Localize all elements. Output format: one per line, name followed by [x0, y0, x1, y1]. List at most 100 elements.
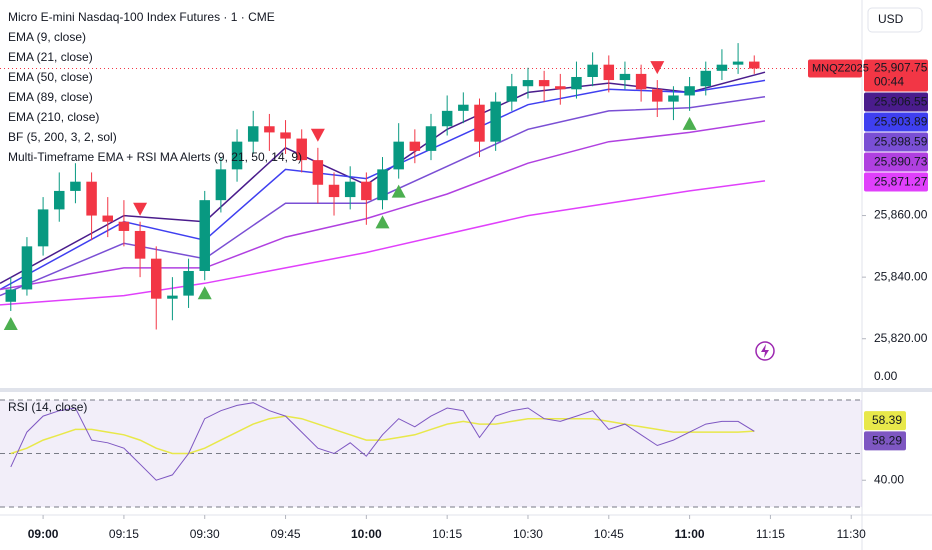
- candle-body: [522, 80, 534, 87]
- candle-body: [247, 126, 259, 142]
- last-price-label: 25,907.75: [874, 61, 928, 75]
- candle-body: [668, 95, 679, 102]
- legend-entry: EMA (9, close): [8, 30, 86, 44]
- candle-body: [183, 270, 194, 296]
- rsi-line: [10, 402, 755, 481]
- candle-body: [732, 61, 744, 65]
- ema-value-label: 25,871.27: [874, 175, 928, 189]
- ema-value-label-bg: [864, 92, 928, 112]
- currency-button[interactable]: [867, 7, 923, 33]
- candle-body: [296, 138, 307, 161]
- candle-body: [199, 200, 210, 271]
- symbol-label-bg: [808, 59, 862, 78]
- legend-entry: EMA (50, close): [8, 70, 93, 84]
- candle-body: [280, 132, 291, 139]
- sell-signal: [650, 61, 665, 75]
- x-tick-label: 10:30: [513, 527, 543, 541]
- volume-axis-label: 0.00: [874, 369, 898, 383]
- candle-body: [102, 215, 114, 222]
- candle-body: [134, 230, 146, 259]
- x-tick-label: 10:15: [432, 527, 462, 541]
- countdown: 00:44: [874, 75, 904, 89]
- rsi-ma-label-bg: [864, 411, 906, 431]
- marks: [0, 43, 866, 519]
- candle-body: [458, 104, 469, 111]
- buy-signal: [375, 215, 390, 229]
- candle-body: [312, 160, 324, 185]
- alert-icon-bolt: [761, 344, 769, 358]
- candle-body: [361, 181, 372, 201]
- y-tick-label: 25,840.00: [874, 269, 928, 283]
- ema-line: [0, 120, 766, 291]
- candle-body: [409, 141, 421, 151]
- buy-signal: [682, 116, 697, 130]
- ema-value-label: 25,906.55: [874, 95, 928, 109]
- candle-body: [474, 104, 485, 142]
- rsi-band: [0, 400, 862, 507]
- pane-separator: [0, 388, 932, 392]
- rsi-label: 58.29: [872, 434, 902, 448]
- indicator-name: BF (5, 200, 3, 2, sol): [8, 130, 117, 144]
- labels: USD Micro E-mini Nasdaq-100 Index Future…: [8, 7, 928, 541]
- sell-signal: [310, 128, 325, 142]
- legend-entry: EMA (89, close): [8, 90, 93, 104]
- candle-body: [619, 73, 631, 81]
- candle-body: [425, 126, 437, 151]
- candle-body: [506, 86, 518, 102]
- candle-body: [264, 126, 275, 133]
- ema-line: [0, 79, 766, 291]
- rsi-label-bg: [864, 431, 906, 451]
- candle-body: [441, 110, 453, 127]
- candle-body: [231, 141, 243, 170]
- y-tick-label: 25,860.00: [874, 208, 928, 222]
- ema-value-label: 25,898.59: [874, 135, 928, 149]
- candle-body: [635, 73, 647, 90]
- candle-body: [748, 61, 760, 69]
- currency[interactable]: USD: [878, 12, 904, 26]
- buy-signal: [391, 184, 406, 198]
- rsi-legend: RSI (14, close): [8, 400, 87, 414]
- candle-body: [86, 181, 97, 216]
- candle-body: [587, 64, 598, 77]
- candle-body: [393, 141, 404, 170]
- ema-line: [0, 180, 766, 306]
- candle-body: [118, 221, 130, 231]
- candle-body: [684, 86, 695, 96]
- rsi-y-tick-label: 40.00: [874, 472, 904, 486]
- rsi-ma-label: 58.39: [872, 413, 902, 427]
- buy-signal: [3, 317, 18, 331]
- candle-body: [5, 289, 17, 302]
- x-tick-label: 09:45: [271, 527, 301, 541]
- candle-body: [167, 295, 178, 299]
- sell-signal: [133, 202, 148, 216]
- x-tick-label: 10:00: [351, 527, 382, 541]
- symbol-label: MNQZ2025: [812, 62, 869, 74]
- x-tick-label: 09:15: [109, 527, 139, 541]
- x-tick-label: 10:45: [594, 527, 624, 541]
- legend-entry: EMA (210, close): [8, 110, 99, 124]
- ema-value-label-bg: [864, 132, 928, 152]
- x-tick-label: 09:30: [190, 527, 220, 541]
- buy-signal: [197, 286, 212, 300]
- rsi-ma-line: [10, 415, 755, 455]
- candle-body: [54, 190, 65, 210]
- y-tick-label: 25,820.00: [874, 331, 928, 345]
- ema-line: [0, 71, 766, 284]
- last-price-label-bg: [864, 59, 928, 92]
- indicator-name: Multi-Timeframe EMA + RSI MA Alerts (9, …: [8, 150, 302, 164]
- ema-value-label: 25,890.73: [874, 155, 928, 169]
- ema-value-label-bg: [864, 112, 928, 132]
- ema-value-label-bg: [864, 172, 928, 192]
- candle-body: [700, 70, 712, 87]
- x-tick-label: 11:30: [837, 527, 866, 541]
- ema-line: [0, 95, 766, 297]
- candle-body: [328, 184, 340, 198]
- candle-body: [377, 169, 388, 201]
- x-tick-label: 11:00: [675, 527, 705, 541]
- candle-body: [603, 64, 615, 81]
- legend-entry: EMA (21, close): [8, 50, 93, 64]
- ema-value-label-bg: [864, 152, 928, 172]
- ema-value-label: 25,903.89: [874, 115, 928, 129]
- candle-body: [490, 101, 501, 142]
